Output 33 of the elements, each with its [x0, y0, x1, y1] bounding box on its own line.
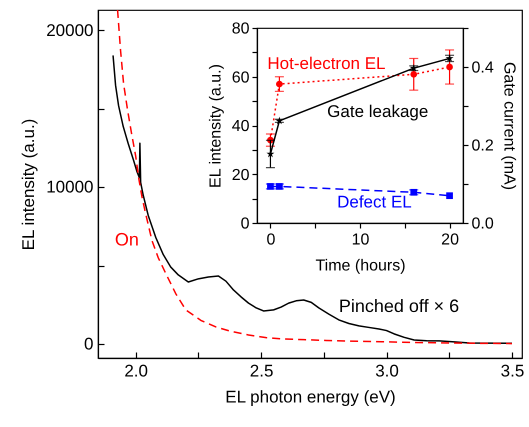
point	[275, 116, 284, 124]
y-axis-title: EL intensity (a.u.)	[208, 64, 225, 188]
x-tick-label: 2.0	[124, 362, 148, 380]
y-tick-label: 20000	[46, 20, 94, 40]
series-label: Hot-electron EL	[267, 54, 386, 74]
series-label: Defect EL	[337, 192, 412, 212]
point	[446, 192, 453, 200]
series-label: Gate leakage	[327, 102, 428, 122]
y-tick-label: 80	[232, 20, 250, 38]
y2-tick-label: 0.4	[472, 60, 494, 76]
x-axis-title: EL photon energy (eV)	[225, 388, 396, 406]
y-tick-label: 20	[232, 166, 250, 184]
series-label: Pinched off × 6	[338, 296, 460, 316]
y2-axis-title: Gate current (mA)	[500, 62, 518, 190]
y-tick-label: 40	[232, 118, 250, 135]
point	[410, 70, 418, 78]
series-label: On	[114, 229, 139, 250]
y2-tick-label: 0.0	[472, 216, 494, 232]
x-tick-label: 20	[441, 232, 460, 248]
point	[446, 64, 453, 70]
y-tick-label: 60	[232, 69, 250, 86]
y-tick-label: 10000	[46, 178, 94, 197]
y-axis-title: EL intensity (a.u.)	[19, 118, 38, 250]
x-tick-label: 0	[266, 232, 276, 248]
x-axis-title: Time (hours)	[315, 258, 406, 274]
x-tick-label: 2.5	[250, 362, 274, 380]
x-tick-label: 3.5	[500, 362, 524, 380]
x-tick-label: 10	[352, 232, 370, 248]
x-tick-label: 3.0	[375, 362, 399, 380]
y2-tick-label: 0.2	[472, 138, 494, 154]
y-tick-label: 0	[84, 334, 94, 354]
point	[276, 80, 283, 88]
y-tick-label: 0	[240, 216, 250, 232]
